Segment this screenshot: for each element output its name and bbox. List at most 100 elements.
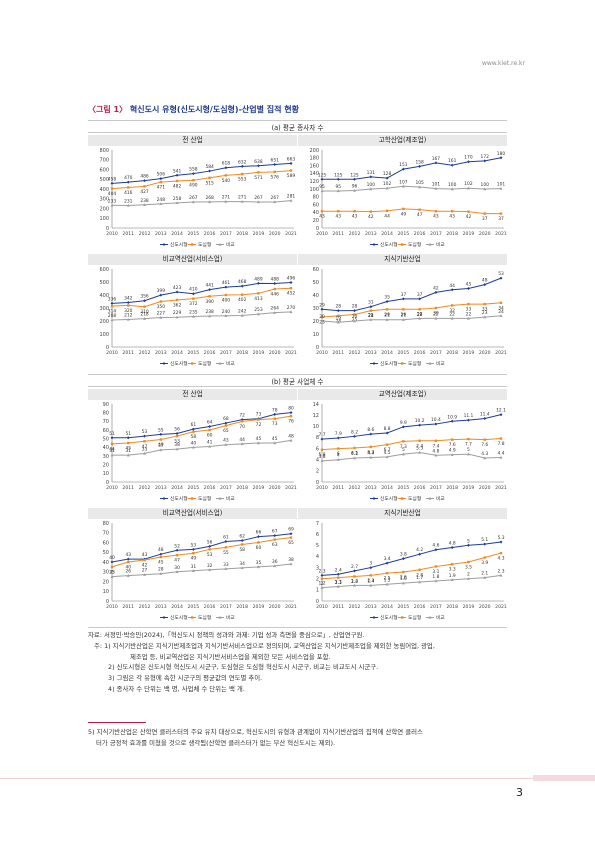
data-point	[224, 421, 228, 425]
data-point	[353, 210, 356, 213]
y-tick-label: 7	[316, 521, 319, 527]
data-label: 37	[482, 216, 488, 222]
x-tick-label: 2017	[430, 485, 442, 491]
data-point	[256, 164, 260, 168]
y-tick-label: 120	[309, 179, 319, 185]
footnote: 5) 지식기반산업은 산학연 클러스터의 주요 유치 대상으로, 혁신도시의 유…	[88, 727, 513, 749]
data-label: 2	[467, 572, 470, 578]
data-point	[208, 425, 212, 429]
x-tick-label: 2014	[171, 604, 183, 610]
data-point	[483, 542, 487, 546]
data-label: 37	[498, 216, 504, 222]
data-label: 4.3	[351, 451, 358, 457]
data-label: 161	[448, 158, 457, 164]
data-label: 5.8	[319, 452, 326, 458]
data-label: 2.2	[351, 579, 358, 585]
data-label: 229	[173, 310, 182, 316]
data-label: 242	[238, 309, 247, 315]
data-label: 68	[223, 416, 229, 422]
data-label: 60	[256, 545, 262, 551]
y-tick-label: 0	[106, 226, 109, 232]
data-point	[126, 574, 130, 577]
data-point	[208, 169, 212, 173]
legend-label: 도심형	[198, 241, 211, 248]
data-label: 5.3	[498, 535, 505, 541]
data-label: 23	[319, 320, 325, 326]
data-point	[385, 209, 389, 213]
data-label: 70	[239, 424, 245, 430]
data-label: 28	[335, 304, 341, 310]
data-label: 72	[256, 422, 262, 428]
site-url: www.kiet.re.kr	[481, 60, 525, 67]
y-tick-label: 2	[316, 577, 319, 583]
data-point	[208, 444, 212, 448]
data-point	[418, 450, 422, 454]
data-point	[143, 317, 147, 320]
data-point	[434, 422, 438, 426]
data-point	[257, 171, 260, 174]
data-point	[110, 181, 114, 185]
data-point	[369, 175, 373, 179]
data-point	[273, 163, 277, 167]
data-point	[289, 169, 293, 172]
data-label: 4.2	[416, 547, 423, 553]
data-point	[418, 423, 422, 427]
data-point	[401, 557, 405, 561]
data-point	[224, 174, 228, 177]
data-point	[369, 305, 373, 309]
x-tick-label: 2011	[122, 231, 134, 237]
data-label: 23	[482, 310, 488, 316]
data-label: 310	[140, 309, 149, 315]
data-label: 151	[399, 162, 408, 168]
legend-label: 신도시형	[380, 614, 398, 621]
data-point	[320, 459, 324, 463]
data-point	[337, 314, 340, 317]
data-label: 4.3	[481, 451, 488, 457]
data-label: 100	[367, 182, 376, 188]
data-label: 452	[287, 291, 296, 297]
data-point	[434, 316, 438, 320]
x-tick-label: 2012	[139, 350, 151, 356]
data-point	[224, 443, 228, 446]
data-label: 125	[318, 172, 327, 178]
y-tick-label: 6	[316, 532, 319, 538]
data-label: 35	[384, 295, 390, 301]
chart-a1: 전 산업 0 100 200 300 400 500 600 700 800 2010 2011 20…	[88, 135, 297, 252]
data-point	[467, 302, 470, 306]
data-label: 40	[109, 555, 115, 561]
section-a-title: (a) 평균 종사자 수	[271, 124, 324, 132]
data-label: 45	[256, 436, 262, 442]
chart-a4: 지식기반산업 0 10 20 30 40 50 60 2010 2011 2012 2013 2014…	[298, 254, 507, 371]
data-point	[353, 583, 357, 587]
data-point	[336, 572, 340, 576]
legend-label: 비교	[226, 495, 235, 502]
data-label: 32	[207, 563, 213, 569]
data-label: 3.8	[319, 454, 326, 460]
data-point	[353, 456, 357, 460]
legend-marker	[428, 496, 432, 500]
data-point	[369, 583, 373, 587]
data-label: 2.6	[400, 575, 407, 581]
data-point	[126, 317, 130, 321]
data-label: 270	[287, 305, 296, 311]
data-point	[467, 560, 470, 564]
legend-marker	[162, 362, 166, 365]
data-point	[257, 292, 260, 295]
data-point	[257, 541, 260, 544]
data-label: 28	[368, 313, 374, 319]
series-line-2	[321, 302, 502, 318]
data-point	[224, 293, 228, 297]
series-line-2	[111, 287, 292, 308]
data-label: 131	[367, 170, 376, 176]
x-tick-label: 2014	[381, 350, 393, 356]
x-tick-label: 2010	[106, 485, 118, 491]
data-point	[143, 573, 147, 576]
figure-top-rule	[88, 120, 507, 121]
x-tick-label: 2013	[155, 485, 167, 491]
data-point	[450, 187, 454, 191]
y-tick-label: 60	[103, 540, 109, 546]
data-label: 31	[191, 564, 197, 570]
data-label: 268	[205, 195, 214, 201]
data-point	[466, 316, 470, 320]
series-line-1	[321, 541, 502, 576]
